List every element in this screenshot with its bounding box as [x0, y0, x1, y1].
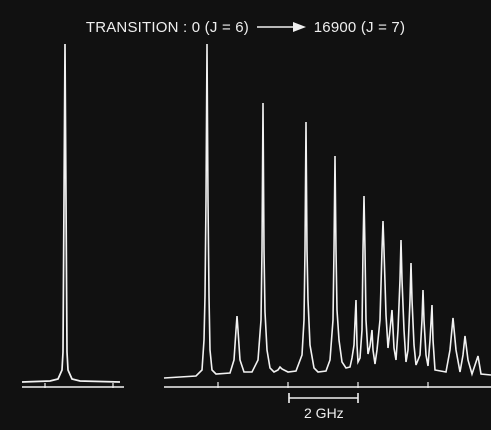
arrow-right-icon — [257, 22, 307, 33]
reference-peak — [21, 43, 121, 383]
title-upper-state: 16900 (J = 7) — [313, 18, 406, 36]
reference-panel — [21, 43, 124, 388]
hyperfine-panel — [163, 43, 491, 388]
scale-bar — [288, 393, 359, 403]
hyperfine-trace — [163, 43, 491, 379]
scale-label: 2 GHz — [304, 405, 344, 421]
title-lower-state: TRANSITION : 0 (J = 6) — [85, 18, 250, 36]
transition-title: TRANSITION : 0 (J = 6) 16900 (J = 7) — [0, 18, 491, 36]
